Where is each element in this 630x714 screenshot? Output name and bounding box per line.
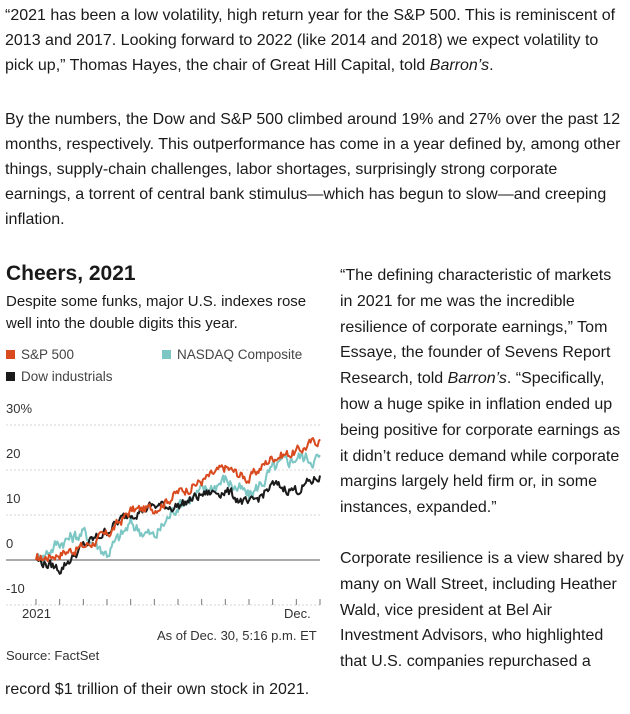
- chart-subtitle: Despite some funks, major U.S. indexes r…: [6, 293, 307, 332]
- paragraph-by-the-numbers: By the numbers, the Dow and S&P 500 clim…: [5, 111, 621, 228]
- y-tick-label: 10: [6, 491, 21, 506]
- chart-title: Cheers, 2021: [6, 262, 136, 285]
- legend-label: Dow industrials: [21, 369, 113, 384]
- paragraph-text: “2021 has been a low volatility, high re…: [5, 7, 616, 74]
- series-line-s-p-500: [35, 437, 321, 563]
- publication-name: Barron’s: [429, 57, 490, 74]
- legend-label: S&P 500: [21, 347, 75, 362]
- x-tick-label-start: 2021: [22, 606, 51, 621]
- legend-swatch: [6, 372, 15, 381]
- legend-item-sp500: S&P 500: [6, 347, 74, 362]
- legend-item-nasdaq: NASDAQ Composite: [162, 347, 302, 362]
- legend-swatch: [162, 350, 171, 359]
- series-line-nasdaq-composite: [35, 452, 321, 565]
- legend-item-dow: Dow industrials: [6, 369, 113, 384]
- y-tick-label: 30%: [6, 401, 33, 416]
- y-tick-label: -10: [6, 581, 25, 596]
- legend-swatch: [6, 350, 15, 359]
- paragraph-essaye-quote: “The defining characteristic of markets …: [340, 263, 625, 521]
- y-tick-label: 20: [6, 446, 21, 461]
- chart-timestamp: As of Dec. 30, 5:16 p.m. ET: [157, 628, 317, 643]
- x-tick-label-end: Dec.: [284, 606, 311, 621]
- paragraph-hayes-quote: “2021 has been a low volatility, high re…: [5, 3, 625, 78]
- publication-name: Barron’s: [447, 370, 507, 388]
- paragraph-text: “The defining characteristic of markets …: [340, 267, 612, 388]
- paragraph-buybacks: record $1 trillion of their own stock in…: [5, 681, 310, 698]
- chart-source: Source: FactSet: [6, 648, 100, 663]
- paragraph-text: . “Specifically, how a huge spike in inf…: [340, 370, 621, 517]
- y-tick-label: 0: [6, 536, 14, 551]
- paragraph-corporate-resilience: Corporate resilience is a view shared by…: [340, 550, 624, 671]
- paragraph-text: .: [489, 57, 494, 74]
- legend-label: NASDAQ Composite: [177, 347, 303, 362]
- series-line-dow-industrials: [35, 475, 321, 575]
